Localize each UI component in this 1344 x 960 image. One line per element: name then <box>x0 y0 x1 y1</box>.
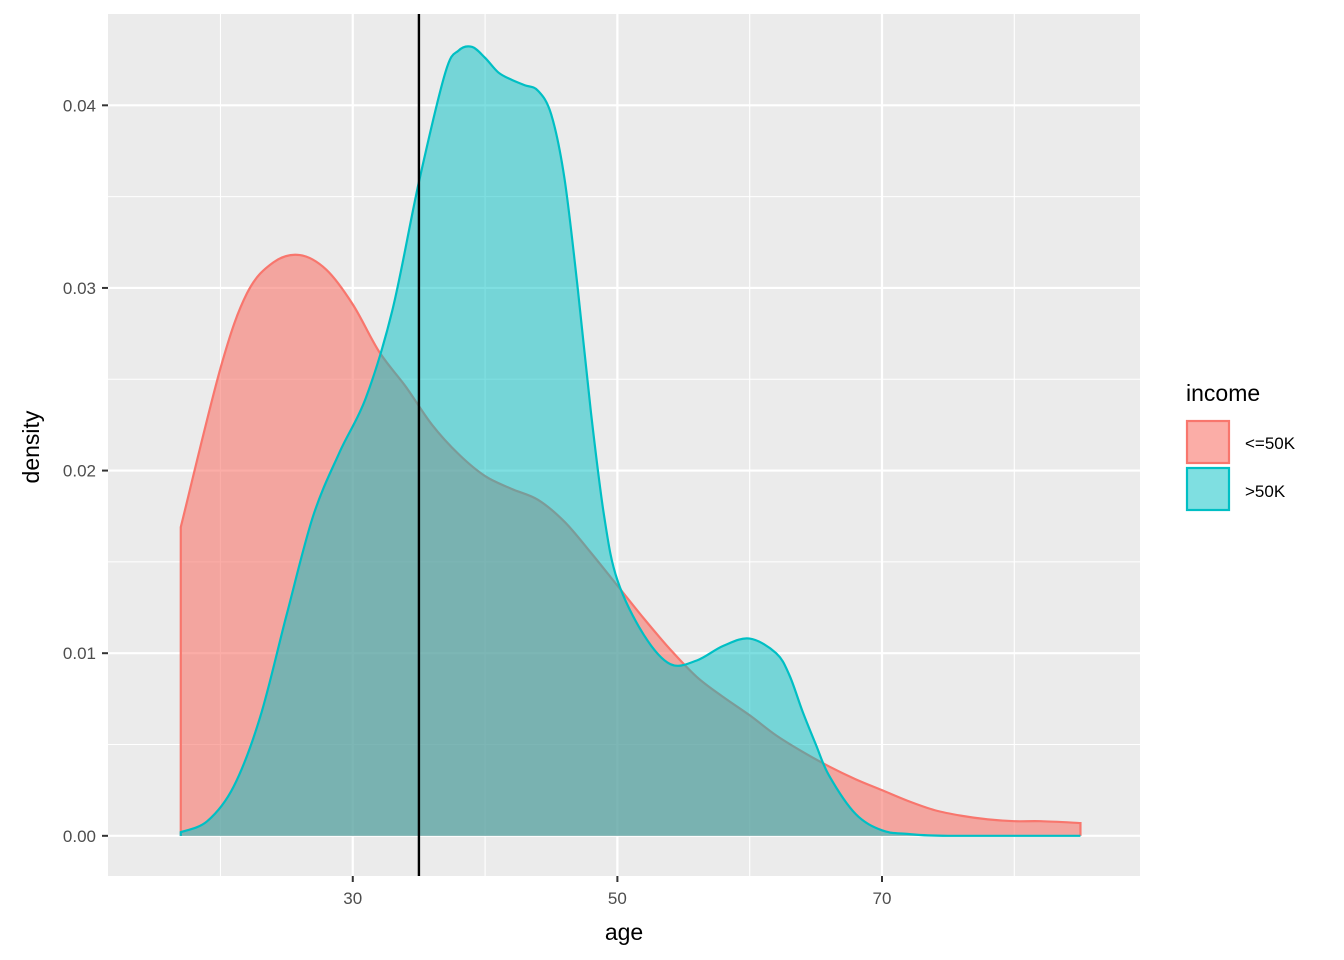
x-axis: 30 50 70 <box>343 876 891 908</box>
y-tick-label: 0.04 <box>63 96 96 115</box>
density-line-gt50k <box>179 45 1081 837</box>
x-tick-label: 50 <box>608 889 627 908</box>
legend-key-gt50k <box>1185 466 1231 512</box>
x-tick-label: 30 <box>343 889 362 908</box>
x-axis-title: age <box>605 919 643 945</box>
y-tick-label: 0.03 <box>63 279 96 298</box>
legend-label-le50k: <=50K <box>1245 434 1296 453</box>
density-area-gt50k <box>180 46 1081 836</box>
y-tick-label: 0.02 <box>63 462 96 481</box>
y-tick-label: 0.01 <box>63 644 96 663</box>
legend-key-le50k <box>1185 419 1231 465</box>
legend-label-gt50k: >50K <box>1245 482 1286 501</box>
y-tick-label: 0.00 <box>63 827 96 846</box>
legend: income <=50K >50K <box>1185 380 1296 512</box>
x-tick-label: 70 <box>873 889 892 908</box>
y-axis: 0.00 0.01 0.02 0.03 0.04 <box>63 96 108 846</box>
legend-title: income <box>1186 380 1260 406</box>
density-areas <box>179 45 1082 837</box>
y-axis-title: density <box>18 410 44 483</box>
